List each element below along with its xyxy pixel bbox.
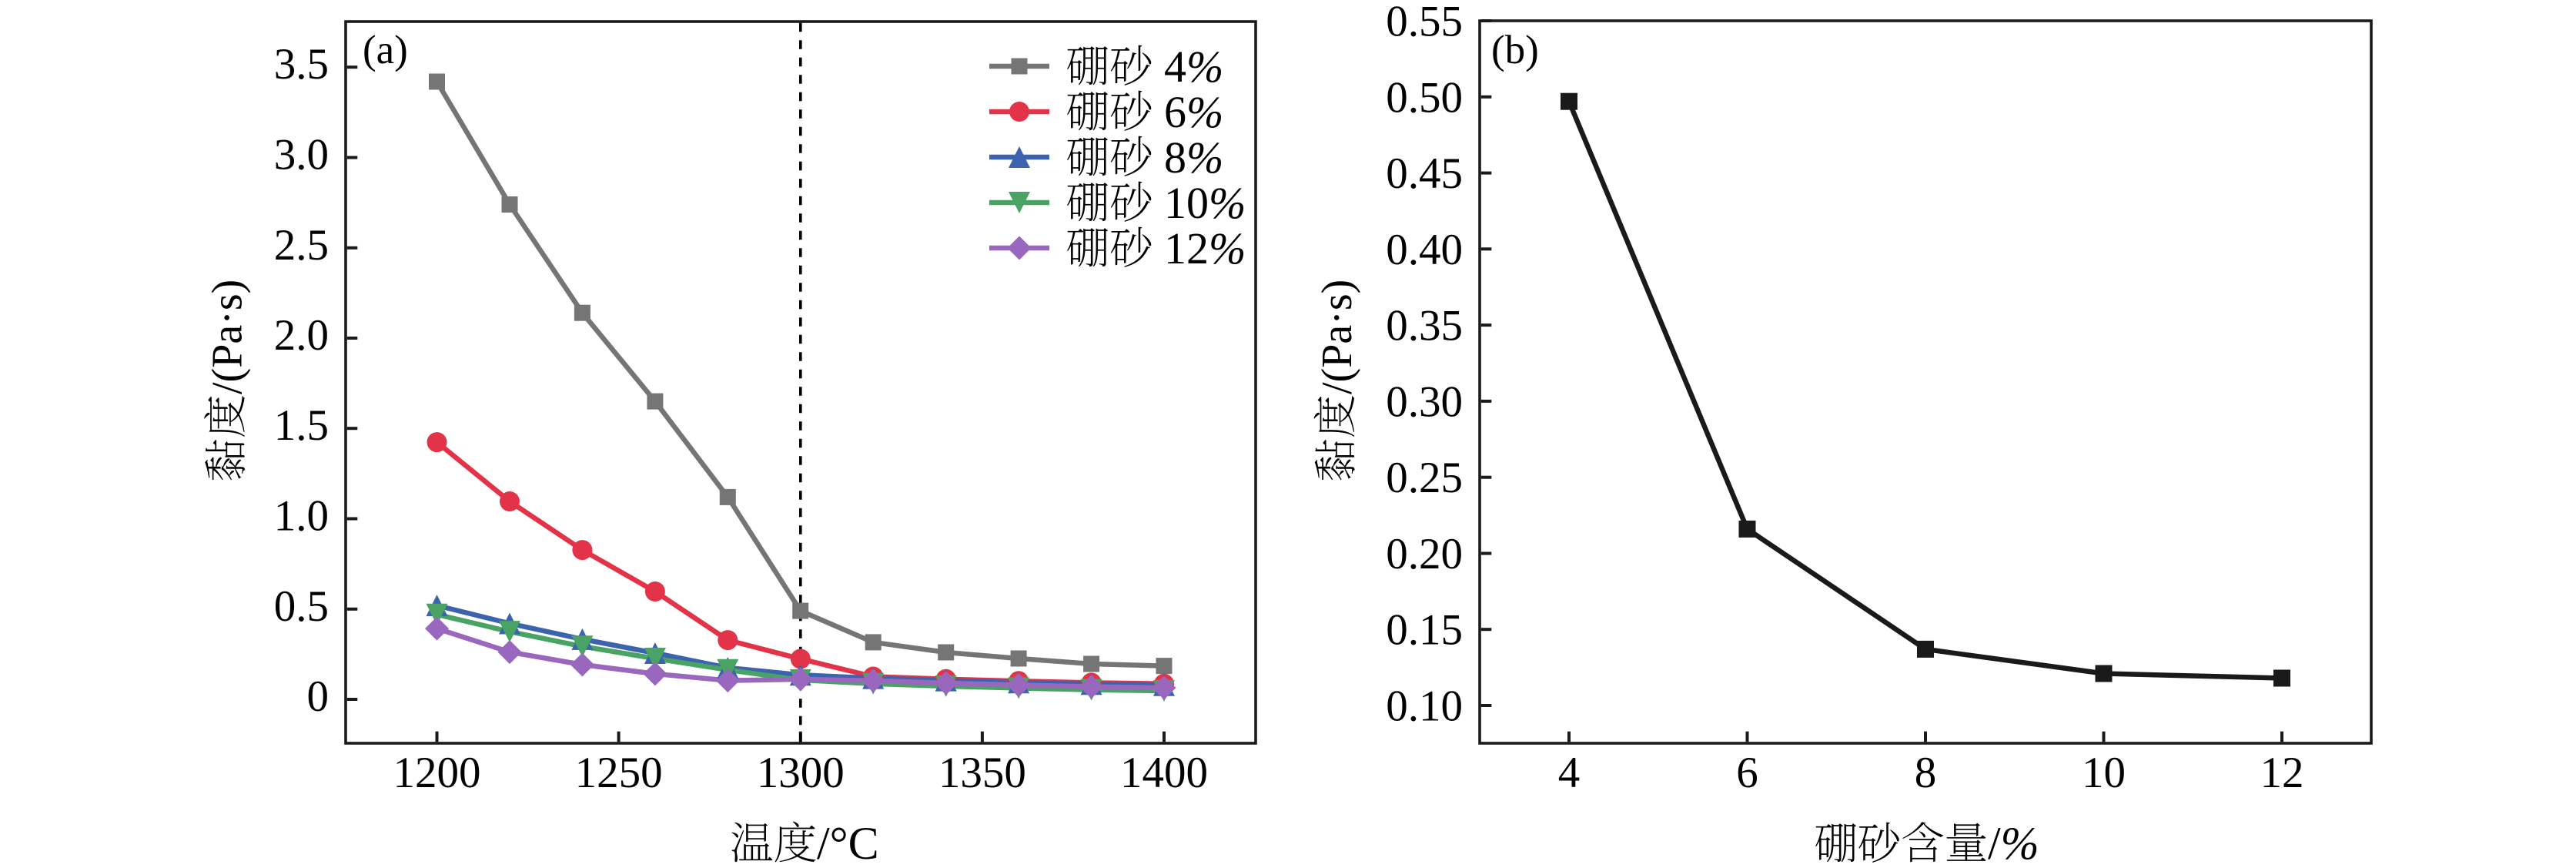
svg-text:10%: 10%	[1164, 178, 1246, 228]
svg-text:0.55: 0.55	[1386, 0, 1463, 46]
svg-text:/(Pa·s): /(Pa·s)	[204, 280, 252, 394]
svg-text:0: 0	[307, 672, 330, 721]
svg-text:1.0: 1.0	[274, 492, 329, 541]
svg-text:10: 10	[2082, 749, 2126, 797]
svg-text:1300: 1300	[757, 749, 845, 797]
svg-text:4: 4	[1558, 749, 1581, 797]
svg-text:0.40: 0.40	[1386, 226, 1463, 274]
svg-text:/(Pa·s): /(Pa·s)	[1313, 280, 1361, 394]
svg-text:2.5: 2.5	[274, 221, 329, 270]
svg-text:2.0: 2.0	[274, 311, 329, 360]
svg-text:12%: 12%	[1164, 223, 1246, 273]
svg-text:1.5: 1.5	[274, 401, 329, 450]
svg-text:3.5: 3.5	[274, 40, 329, 89]
svg-text:0.20: 0.20	[1386, 530, 1463, 578]
svg-text:0.5: 0.5	[274, 582, 329, 631]
svg-text:0.10: 0.10	[1386, 682, 1463, 731]
svg-text:12: 12	[2260, 749, 2304, 797]
svg-text:0.50: 0.50	[1386, 73, 1463, 122]
svg-text:0.35: 0.35	[1386, 302, 1463, 350]
svg-text:1250: 1250	[575, 749, 663, 797]
svg-text:/°C: /°C	[817, 818, 879, 868]
svg-text:8%: 8%	[1164, 132, 1223, 183]
svg-text:8: 8	[1915, 749, 1937, 797]
svg-text:1200: 1200	[393, 749, 481, 797]
svg-text:0.45: 0.45	[1386, 149, 1463, 198]
svg-text:(b): (b)	[1491, 28, 1539, 72]
svg-text:6: 6	[1736, 749, 1758, 797]
svg-text:(a): (a)	[363, 28, 408, 72]
svg-text:1400: 1400	[1120, 749, 1208, 797]
svg-text:0.15: 0.15	[1386, 606, 1463, 655]
svg-text:6%: 6%	[1164, 87, 1223, 137]
svg-text:3.0: 3.0	[274, 131, 329, 179]
svg-text:0.30: 0.30	[1386, 377, 1463, 426]
svg-text:/%: /%	[1988, 818, 2039, 868]
svg-text:0.25: 0.25	[1386, 454, 1463, 502]
svg-text:1350: 1350	[938, 749, 1026, 797]
svg-text:4%: 4%	[1164, 42, 1223, 92]
